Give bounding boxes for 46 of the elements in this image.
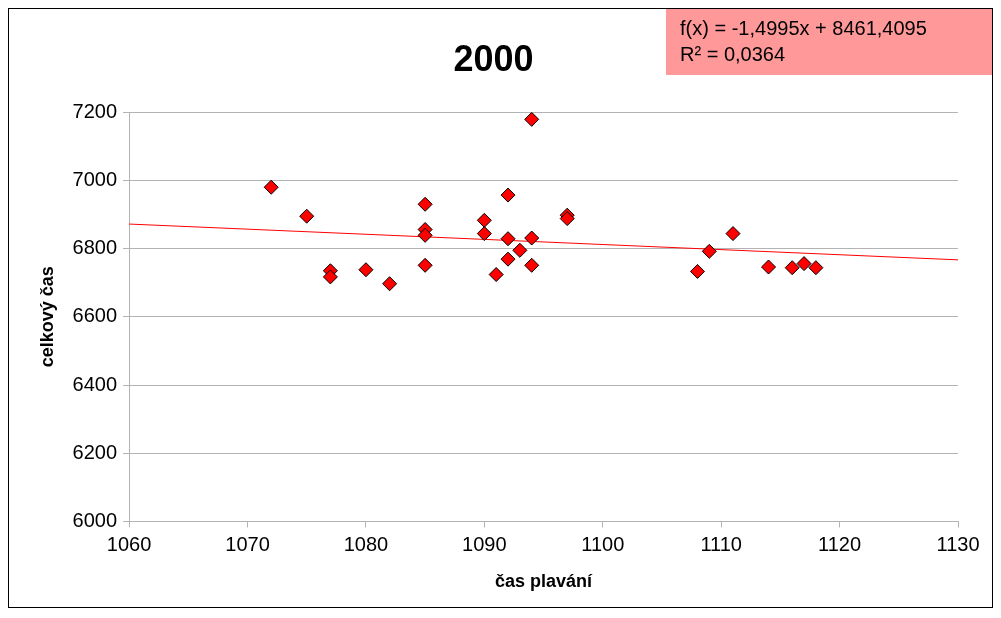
point xyxy=(725,226,741,242)
point xyxy=(488,267,504,283)
y-tick-label: 6200 xyxy=(72,440,118,463)
y-tick-label: 6800 xyxy=(72,236,118,259)
point xyxy=(689,263,705,279)
point xyxy=(524,257,540,273)
point xyxy=(524,230,540,246)
x-tick-label: 1120 xyxy=(818,532,862,555)
point xyxy=(358,262,374,278)
x-tick-label: 1090 xyxy=(462,532,507,555)
point xyxy=(382,276,398,292)
x-axis-title: čas plavání xyxy=(495,571,594,592)
point xyxy=(500,231,516,247)
point xyxy=(263,179,279,195)
point xyxy=(559,211,575,227)
point xyxy=(417,227,433,243)
x-tick-label: 1070 xyxy=(225,532,270,555)
y-tick-label: 7200 xyxy=(72,99,118,122)
y-tick-label: 6600 xyxy=(72,304,118,327)
point xyxy=(500,251,516,267)
x-tick-label: 1100 xyxy=(581,532,625,555)
chart-title: 2000 xyxy=(453,37,534,79)
y-tick-label: 7000 xyxy=(72,167,118,190)
y-axis-title: celkový čas xyxy=(36,266,57,368)
point xyxy=(808,260,824,276)
point xyxy=(796,256,812,272)
point xyxy=(524,112,540,127)
point xyxy=(761,259,777,275)
point xyxy=(500,187,516,203)
point xyxy=(784,260,800,276)
y-tick-label: 6400 xyxy=(72,372,118,395)
text: R² = 0,0364 xyxy=(680,42,787,67)
text: f(x) = -1,4995x + 8461,4095 xyxy=(680,16,928,41)
point xyxy=(512,242,528,258)
point xyxy=(476,212,492,228)
point xyxy=(299,208,315,224)
point xyxy=(322,269,338,285)
x-tick-label: 1110 xyxy=(700,532,742,555)
x-tick-label: 1080 xyxy=(343,532,389,555)
point xyxy=(417,196,433,212)
x-tick-label: 1060 xyxy=(106,532,152,555)
point xyxy=(417,257,433,273)
y-tick-label: 6000 xyxy=(72,508,118,531)
point xyxy=(476,226,492,242)
x-tick-label: 1130 xyxy=(936,532,980,555)
point xyxy=(701,243,717,259)
